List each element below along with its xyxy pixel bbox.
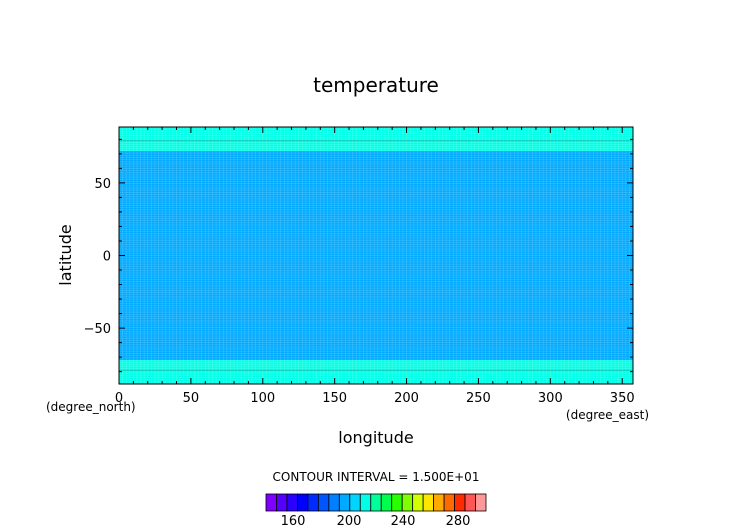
chart-title: temperature xyxy=(313,73,439,97)
colorbar-swatch xyxy=(401,493,414,512)
band-1 xyxy=(119,150,633,361)
colorbar-tick-label: 200 xyxy=(337,514,362,529)
grid-lines xyxy=(118,126,634,385)
colorbar-swatch xyxy=(265,493,277,512)
colorbar-swatch xyxy=(359,493,372,512)
y-tick-label: 50 xyxy=(94,177,111,192)
colorbar-swatch xyxy=(328,493,340,512)
colorbar-swatch xyxy=(317,493,330,512)
colorbar-swatch xyxy=(422,493,435,512)
band-2 xyxy=(119,127,633,151)
colorbar-swatch xyxy=(349,493,361,512)
contour-lines xyxy=(119,140,633,371)
colorbar-swatch xyxy=(276,493,288,512)
x-tick-label: 0 xyxy=(115,391,123,406)
x-tick-label: 50 xyxy=(183,391,200,406)
x-tick-label: 300 xyxy=(538,391,563,406)
colorbar-tick-label: 240 xyxy=(391,514,416,529)
x-tick-label: 150 xyxy=(322,391,347,406)
colorbar-swatch xyxy=(338,493,351,512)
colorbar-swatch xyxy=(412,493,424,512)
colorbar-swatch xyxy=(380,493,393,512)
x-units-label: (degree_east) xyxy=(566,408,649,422)
colorbar-swatch xyxy=(370,493,382,512)
y-tick-label: −50 xyxy=(84,322,111,337)
x-tick-label: 200 xyxy=(394,391,419,406)
colorbar-swatch xyxy=(391,493,403,512)
y-tick-label: 0 xyxy=(103,250,111,265)
band-0 xyxy=(119,360,633,384)
colorbar-swatch xyxy=(454,493,466,512)
colorbar-swatch xyxy=(433,493,445,512)
colorbar-swatch xyxy=(307,493,319,512)
colorbar-swatch xyxy=(297,493,309,512)
contour-interval-text: CONTOUR INTERVAL = 1.500E+01 xyxy=(273,470,480,484)
x-axis: 0 50 100 150 200 250 300 350 xyxy=(115,127,635,406)
x-tick-label: 250 xyxy=(466,391,491,406)
colorbar: 160 200 240 280 xyxy=(265,493,487,529)
x-tick-label: 100 xyxy=(250,391,275,406)
colorbar-swatch xyxy=(475,493,487,512)
y-axis: −50 0 50 xyxy=(84,138,633,373)
colorbar-swatch xyxy=(464,493,476,512)
colorbar-swatch xyxy=(443,493,455,512)
colorbar-tick-label: 280 xyxy=(446,514,471,529)
y-axis-label: latitude xyxy=(56,224,75,285)
colorbar-tick-label: 160 xyxy=(281,514,306,529)
plot-area xyxy=(118,126,634,385)
y-units-label: (degree_north) xyxy=(46,400,136,414)
x-tick-label: 350 xyxy=(610,391,635,406)
colorbar-swatch xyxy=(286,493,298,512)
x-axis-label: longitude xyxy=(338,428,413,447)
